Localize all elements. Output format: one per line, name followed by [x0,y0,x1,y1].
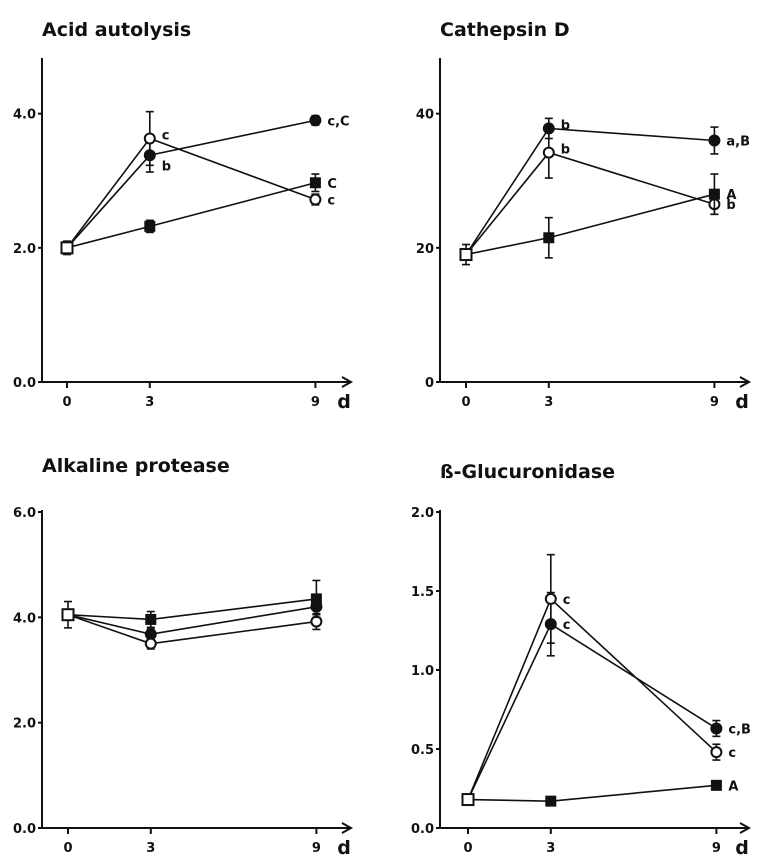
x-tick-label: 0 [463,841,472,856]
data-point [309,177,321,189]
y-tick-label: 40 [416,108,434,123]
series-line [465,193,715,256]
x-tick-label: 3 [544,395,553,410]
data-label: c,B [728,722,751,737]
y-tick-label: 2.0 [13,242,36,257]
series-line [67,613,317,645]
y-tick-label: 0.0 [13,376,36,391]
data-point [144,220,156,232]
series-line [465,127,715,255]
chart-title: Alkaline protease [42,455,230,477]
data-point [145,613,157,625]
x-unit-label: d [735,837,749,859]
data-label: c,C [327,114,349,129]
series-line [467,597,717,800]
y-tick-label: 2.0 [13,717,36,732]
data-label: c [728,746,736,761]
data-label: c [563,618,571,633]
x-unit-label: d [337,837,351,859]
y-tick-label: 4.0 [13,611,36,626]
data-point [543,232,555,244]
data-point [144,637,157,650]
x-unit-label: d [337,391,351,413]
y-tick-label: 2.0 [411,506,434,521]
y-tick-label: 0.5 [411,743,434,758]
data-point [60,241,74,255]
series-line [66,119,316,249]
x-tick-label: 3 [146,841,155,856]
chart-panel: Alkaline protease 0.0 2.0 4.0 6.0 0 3 9 d [13,455,354,859]
x-axis-arrow [341,822,354,834]
series-line [467,784,717,802]
data-point [459,248,473,262]
data-point [143,132,156,145]
data-point [710,722,723,735]
y-tick-label: 6.0 [13,506,36,521]
chart-title: ß-Glucuronidase [440,461,615,483]
data-point [544,592,557,605]
data-label: a,B [726,135,750,150]
x-axis-arrow [739,822,752,834]
x-axis-arrow [739,376,752,388]
data-point [310,593,322,605]
x-tick-label: 0 [461,395,470,410]
data-label: A [726,188,736,203]
data-point [309,114,322,127]
x-tick-label: 3 [546,841,555,856]
data-label: C [327,177,337,192]
chart-title: Acid autolysis [42,19,191,41]
x-unit-label: d [735,391,749,413]
data-point [542,146,555,159]
x-tick-label: 9 [710,395,719,410]
y-tick-label: 1.0 [411,664,434,679]
chart-title: Cathepsin D [440,19,570,41]
x-tick-label: 9 [311,395,320,410]
x-tick-label: 0 [63,841,72,856]
data-point [710,779,722,791]
x-tick-label: 3 [145,395,154,410]
data-label: A [728,779,738,794]
y-tick-label: 1.5 [411,585,434,600]
series-line [467,623,717,800]
data-point [545,795,557,807]
data-point [461,793,475,807]
data-label: b [162,159,171,174]
series-line [67,598,317,621]
y-tick-label: 0 [425,376,434,391]
x-axis-arrow [341,376,354,388]
y-tick-label: 20 [416,242,434,257]
data-label: c [162,128,170,143]
data-point [708,188,720,200]
series-line [67,606,317,636]
x-tick-label: 0 [62,395,71,410]
data-label: c [563,593,571,608]
data-point [61,608,75,622]
x-tick-label: 9 [712,841,721,856]
y-tick-label: 0.0 [411,822,434,837]
y-tick-label: 0.0 [13,822,36,837]
data-point [309,193,322,206]
series-line [66,181,316,249]
data-label: b [726,198,735,213]
y-tick-label: 4.0 [13,108,36,123]
data-point [710,746,723,759]
data-label: b [561,143,570,158]
x-tick-label: 9 [312,841,321,856]
data-label: b [561,118,570,133]
data-label: c [327,194,335,209]
data-point [708,134,721,147]
